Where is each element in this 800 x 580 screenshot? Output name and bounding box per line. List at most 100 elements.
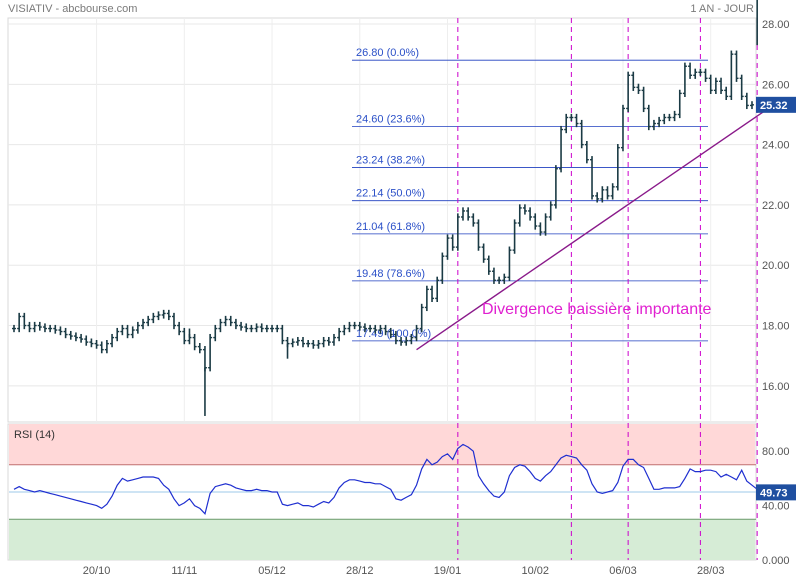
price-bar xyxy=(125,324,130,339)
price-bar xyxy=(646,104,651,131)
rsi-last-value: 49.73 xyxy=(760,487,788,499)
price-bar xyxy=(264,324,269,333)
price-bar xyxy=(734,50,739,82)
price-bar xyxy=(626,71,631,113)
price-bar xyxy=(171,312,176,330)
price-bar xyxy=(719,77,724,94)
price-bar xyxy=(342,324,347,336)
price-bar xyxy=(502,273,507,284)
price-bar xyxy=(595,192,600,203)
price-bar xyxy=(584,141,589,164)
price-bar xyxy=(471,213,476,227)
price-bar xyxy=(440,252,445,284)
price-bar xyxy=(347,321,352,333)
price-bar xyxy=(141,318,146,330)
price-bar xyxy=(239,321,244,331)
price-bar xyxy=(450,234,455,251)
price-bar xyxy=(615,144,620,191)
price-bar xyxy=(553,165,558,209)
rsi-panel: RSI (14) xyxy=(7,423,757,561)
x-tick-label: 10/02 xyxy=(521,565,549,577)
price-bar xyxy=(466,207,471,221)
price-bar xyxy=(301,336,306,348)
axes: 16.00 18.00 20.00 22.00 24.00 26.00 28.00 20/10… xyxy=(83,19,796,577)
price-bar xyxy=(651,119,656,131)
trendline xyxy=(416,104,774,351)
price-bar xyxy=(42,323,47,333)
rsi-series xyxy=(13,443,763,516)
price-bar xyxy=(270,324,275,333)
price-bar xyxy=(156,311,161,321)
price-bar xyxy=(326,336,331,346)
price-bar xyxy=(311,339,316,349)
price-bar xyxy=(223,315,228,327)
price-y-tick-label: 28.00 xyxy=(762,19,790,31)
price-bar xyxy=(460,207,465,221)
price-bar xyxy=(316,339,321,349)
price-bar xyxy=(89,338,94,348)
price-bar xyxy=(115,327,120,342)
fib-level-label: 24.60 (23.6%) xyxy=(356,114,425,126)
price-bar xyxy=(693,68,698,79)
price-bar xyxy=(352,321,357,330)
price-last-value-badge: 25.32 xyxy=(756,96,796,113)
price-bar xyxy=(533,213,538,230)
price-bar xyxy=(476,219,481,251)
price-bar xyxy=(362,323,367,333)
price-bar xyxy=(254,323,259,333)
price-bar xyxy=(620,104,625,152)
price-bar xyxy=(672,110,677,122)
price-bar xyxy=(548,201,553,221)
price-bar xyxy=(393,330,398,345)
price-bar xyxy=(600,186,605,203)
price-bar xyxy=(63,327,68,339)
price-bar xyxy=(37,321,42,331)
rsi-badge-bg xyxy=(756,484,796,501)
x-tick-label: 06/03 xyxy=(609,565,637,577)
price-bar xyxy=(703,68,708,82)
price-bar xyxy=(657,116,662,128)
price-bar xyxy=(750,101,754,110)
price-bar xyxy=(166,309,171,321)
price-bar xyxy=(414,324,419,342)
price-bar xyxy=(574,113,579,128)
price-bar xyxy=(182,327,187,345)
price-bar xyxy=(481,243,486,263)
price-bar xyxy=(177,321,182,336)
price-bar xyxy=(631,71,636,91)
price-bar xyxy=(528,207,533,221)
x-tick-label: 19/01 xyxy=(434,565,462,577)
price-bar xyxy=(306,339,311,348)
rsi-y-tick-label: 40.00 xyxy=(762,501,790,513)
price-bar xyxy=(228,315,233,327)
price-bar xyxy=(445,234,450,260)
price-bar xyxy=(110,333,115,348)
price-bar xyxy=(388,327,393,339)
price-y-tick-label: 20.00 xyxy=(762,260,790,272)
fib-level-label: 23.24 (38.2%) xyxy=(356,155,425,167)
price-y-tick-label: 24.00 xyxy=(762,140,790,152)
price-bar xyxy=(435,276,440,303)
price-bar xyxy=(590,156,595,200)
support-trendline xyxy=(416,104,774,351)
price-bar xyxy=(79,333,84,343)
price-bar xyxy=(373,324,378,334)
price-bar xyxy=(424,285,429,312)
price-y-tick-label: 22.00 xyxy=(762,200,790,212)
price-series xyxy=(12,0,758,416)
price-bar xyxy=(244,323,249,333)
price-bar xyxy=(48,324,53,333)
price-bar xyxy=(698,68,703,76)
price-bar xyxy=(12,324,16,333)
price-bar xyxy=(53,324,58,334)
fib-level-label: 19.48 (78.6%) xyxy=(356,268,425,280)
price-bar xyxy=(32,321,37,333)
fib-level-label: 26.80 (0.0%) xyxy=(356,47,419,59)
price-y-tick-label: 18.00 xyxy=(762,321,790,333)
price-bar xyxy=(321,336,326,348)
price-bar xyxy=(538,222,543,236)
x-tick-label: 28/03 xyxy=(697,565,725,577)
price-bar xyxy=(58,326,63,336)
price-bar xyxy=(517,204,522,227)
